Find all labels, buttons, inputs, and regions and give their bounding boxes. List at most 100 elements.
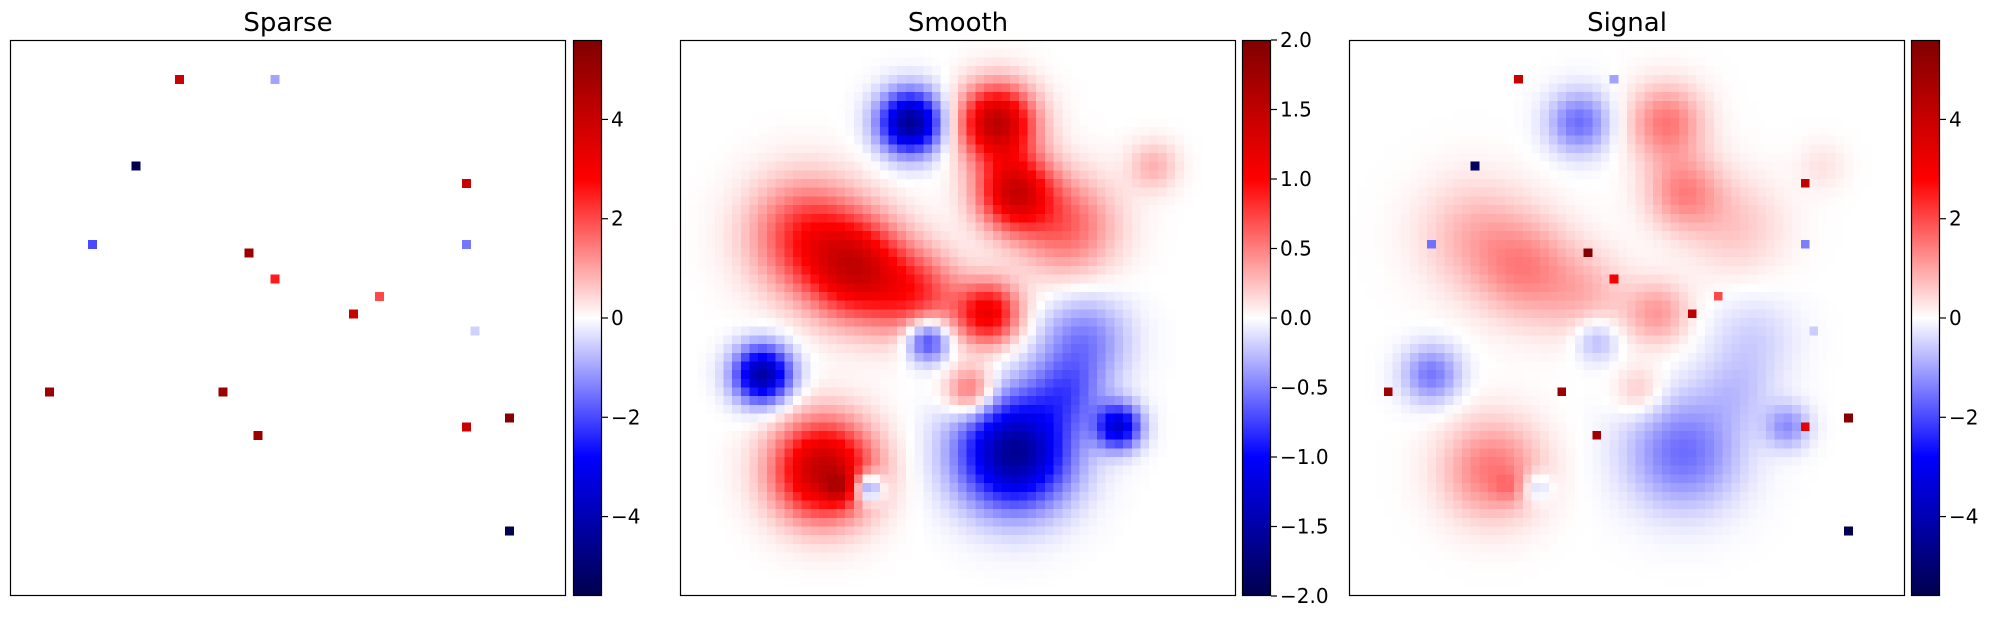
smooth-heatmap-cell (931, 500, 941, 510)
smooth-heatmap-cell (862, 161, 872, 171)
smooth-heatmap-cell (1044, 517, 1054, 527)
signal-heatmap-cell (1522, 196, 1532, 206)
smooth-heatmap-cell (1036, 257, 1046, 267)
signal-heatmap-cell (1557, 344, 1567, 354)
signal-heatmap-cell (1453, 265, 1463, 275)
signal-heatmap-cell (1427, 135, 1437, 145)
signal-heatmap-cell (1592, 213, 1602, 223)
signal-heatmap-cell (1566, 352, 1576, 362)
smooth-heatmap-cell (1001, 474, 1011, 484)
signal-heatmap-cell (1366, 179, 1376, 189)
smooth-heatmap-cell (1114, 352, 1124, 362)
smooth-heatmap-cell (827, 535, 837, 545)
smooth-heatmap-cell (688, 213, 698, 223)
smooth-heatmap-cell (1062, 231, 1072, 241)
smooth-heatmap-cell (923, 500, 933, 510)
smooth-heatmap-cell (1140, 291, 1150, 301)
smooth-heatmap-cell (792, 239, 802, 249)
smooth-heatmap-cell (819, 465, 829, 475)
smooth-heatmap-cell (984, 465, 994, 475)
smooth-heatmap-cell (1097, 335, 1107, 345)
smooth-heatmap-cell (1140, 344, 1150, 354)
signal-heatmap-cell (1548, 213, 1558, 223)
signal-heatmap-cell (1522, 161, 1532, 171)
smooth-heatmap-cell (949, 474, 959, 484)
smooth-heatmap-cell (1149, 344, 1159, 354)
signal-heatmap-cell (1826, 231, 1836, 241)
signal-heatmap-cell (1670, 274, 1680, 284)
smooth-heatmap-cell (1088, 326, 1098, 336)
smooth-heatmap-cell (714, 248, 724, 258)
smooth-heatmap-cell (940, 222, 950, 232)
smooth-heatmap-cell (949, 318, 959, 328)
smooth-heatmap-cell (871, 239, 881, 249)
smooth-heatmap-cell (1036, 283, 1046, 293)
smooth-heatmap-cell (836, 552, 846, 562)
smooth-heatmap-cell (897, 274, 907, 284)
signal-heatmap-cell (1401, 205, 1411, 215)
smooth-heatmap-cell (1166, 118, 1176, 128)
smooth-heatmap-cell (1131, 257, 1141, 267)
signal-heatmap-cell (1609, 265, 1619, 275)
smooth-heatmap-cell (766, 396, 776, 406)
smooth-heatmap-cell (1036, 135, 1046, 145)
signal-heatmap-cell (1722, 135, 1732, 145)
signal-heatmap-cell (1609, 222, 1619, 232)
smooth-heatmap-cell (1079, 109, 1089, 119)
smooth-heatmap-cell (992, 66, 1002, 76)
signal-heatmap-cell (1479, 205, 1489, 215)
signal-heatmap-cell (1453, 109, 1463, 119)
smooth-heatmap-cell (975, 109, 985, 119)
smooth-heatmap-cell (1105, 439, 1115, 449)
smooth-heatmap-cell (732, 378, 742, 388)
smooth-heatmap-cell (923, 509, 933, 519)
smooth-heatmap-cell (1062, 257, 1072, 267)
smooth-heatmap-cell (758, 170, 768, 180)
smooth-heatmap-cell (1131, 274, 1141, 284)
smooth-heatmap-cell (749, 509, 759, 519)
smooth-heatmap-cell (714, 465, 724, 475)
signal-heatmap-cell (1401, 231, 1411, 241)
signal-heatmap-cell (1731, 161, 1741, 171)
signal-heatmap-cell (1835, 344, 1845, 354)
smooth-heatmap-cell (706, 257, 716, 267)
signal-heatmap-cell (1566, 66, 1576, 76)
signal-heatmap-cell (1826, 179, 1836, 189)
smooth-heatmap-cell (836, 179, 846, 189)
smooth-heatmap-cell (1010, 404, 1020, 414)
smooth-heatmap-cell (1175, 118, 1185, 128)
signal-heatmap-cell (1470, 144, 1480, 154)
smooth-heatmap-cell (1097, 483, 1107, 493)
smooth-heatmap-cell (1070, 239, 1080, 249)
signal-heatmap-cell (1496, 205, 1506, 215)
signal-heatmap-cell (1392, 196, 1402, 206)
smooth-heatmap-cell (766, 465, 776, 475)
smooth-heatmap-cell (1070, 205, 1080, 215)
signal-heatmap-cell (1435, 300, 1445, 310)
smooth-heatmap-cell (1062, 196, 1072, 206)
smooth-heatmap-cell (897, 100, 907, 110)
signal-heatmap-cell (1783, 126, 1793, 136)
signal-heatmap-cell (1653, 109, 1663, 119)
smooth-heatmap-cell (1149, 161, 1159, 171)
signal-heatmap-cell (1496, 179, 1506, 189)
smooth-heatmap-cell (723, 326, 733, 336)
signal-heatmap-cell (1861, 170, 1871, 180)
smooth-heatmap-cell (1053, 318, 1063, 328)
smooth-heatmap-cell (1018, 387, 1028, 397)
smooth-heatmap-cell (810, 170, 820, 180)
smooth-heatmap-cell (775, 239, 785, 249)
smooth-heatmap-cell (1097, 274, 1107, 284)
signal-heatmap-cell (1818, 300, 1828, 310)
smooth-heatmap-cell (845, 552, 855, 562)
smooth-heatmap-cell (819, 118, 829, 128)
smooth-heatmap-cell (1166, 422, 1176, 432)
smooth-heatmap-cell (958, 491, 968, 501)
smooth-heatmap-cell (879, 283, 889, 293)
smooth-heatmap-cell (914, 300, 924, 310)
signal-heatmap-cell (1670, 40, 1680, 50)
signal-heatmap-cell (1566, 318, 1576, 328)
smooth-heatmap-cell (1157, 265, 1167, 275)
smooth-heatmap-cell (706, 187, 716, 197)
smooth-heatmap-cell (871, 231, 881, 241)
